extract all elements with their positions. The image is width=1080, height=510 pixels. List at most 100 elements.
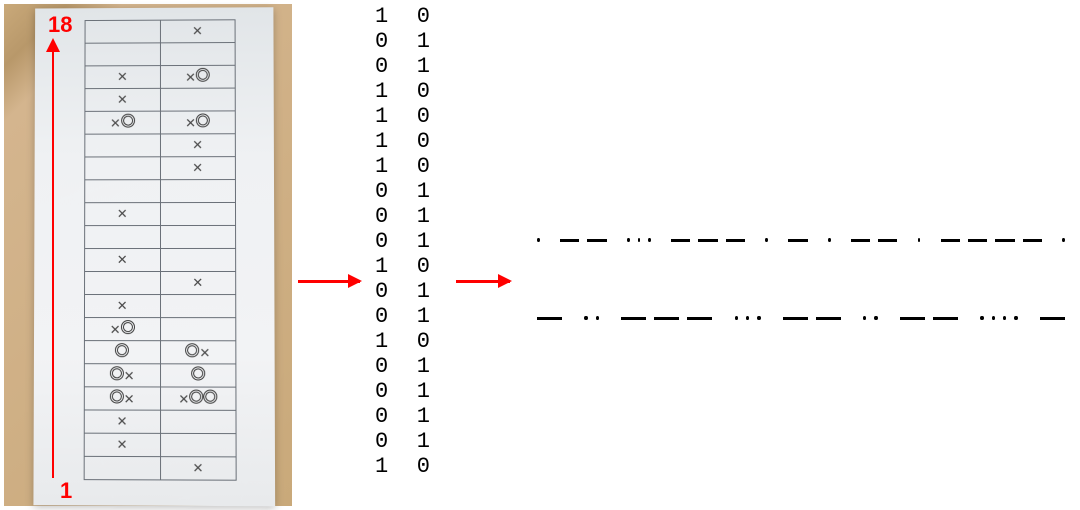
morse-dash-icon bbox=[851, 239, 870, 242]
grid-cell bbox=[160, 364, 236, 387]
grid-cell bbox=[85, 134, 160, 157]
binary-row: 01 bbox=[375, 354, 430, 379]
grid-cell bbox=[84, 456, 160, 480]
binary-row: 01 bbox=[375, 29, 430, 54]
grid-cell bbox=[160, 43, 235, 66]
scribble-mark-icon bbox=[191, 366, 205, 380]
morse-dash-icon bbox=[726, 239, 745, 242]
binary-row: 01 bbox=[375, 304, 430, 329]
grid-cell: ✕ bbox=[160, 457, 236, 481]
grid-cell: ✕ bbox=[84, 318, 160, 341]
bit: 0 bbox=[375, 179, 389, 204]
morse-dash-icon bbox=[941, 239, 960, 242]
morse-dash-icon bbox=[816, 317, 841, 320]
grid-cell: ✕ bbox=[160, 134, 235, 157]
morse-dot-icon bbox=[828, 238, 831, 242]
morse-dot-icon bbox=[596, 316, 599, 320]
scribble-mark-icon bbox=[196, 68, 210, 82]
morse-dot-icon bbox=[584, 316, 587, 320]
binary-row: 10 bbox=[375, 154, 430, 179]
bit: 1 bbox=[375, 329, 389, 354]
bit: 0 bbox=[375, 29, 389, 54]
x-mark-icon: ✕ bbox=[117, 92, 128, 108]
x-mark-icon: ✕ bbox=[178, 392, 189, 408]
binary-row: 10 bbox=[375, 329, 430, 354]
morse-dash-icon bbox=[788, 239, 807, 242]
bit: 0 bbox=[417, 129, 431, 154]
x-mark-icon: ✕ bbox=[117, 414, 128, 430]
morse-dot-icon bbox=[863, 316, 866, 320]
paper-sheet: ✕✕✕✕✕✕✕✕✕✕✕✕✕✕✕✕✕✕✕✕ bbox=[33, 7, 275, 506]
grid-cell bbox=[85, 157, 160, 180]
grid-cell bbox=[84, 341, 160, 364]
grid-cell bbox=[85, 43, 160, 66]
bit: 1 bbox=[375, 129, 389, 154]
morse-dot-icon bbox=[648, 238, 651, 242]
binary-row: 01 bbox=[375, 404, 430, 429]
x-mark-icon: ✕ bbox=[199, 345, 210, 361]
bit: 1 bbox=[375, 454, 389, 479]
photo-area: ✕✕✕✕✕✕✕✕✕✕✕✕✕✕✕✕✕✕✕✕ 18 1 bbox=[4, 4, 292, 506]
morse-area bbox=[536, 230, 1066, 386]
binary-row: 01 bbox=[375, 229, 430, 254]
bit: 0 bbox=[417, 79, 431, 104]
x-mark-icon: ✕ bbox=[117, 298, 128, 314]
bit: 1 bbox=[417, 29, 431, 54]
scribble-mark-icon bbox=[110, 366, 124, 380]
bit: 1 bbox=[375, 254, 389, 279]
grid-cell: ✕ bbox=[160, 341, 236, 364]
morse-dash-icon bbox=[687, 317, 712, 320]
bit: 0 bbox=[375, 54, 389, 79]
morse-dash-icon bbox=[995, 239, 1014, 242]
binary-row: 01 bbox=[375, 279, 430, 304]
bit: 0 bbox=[375, 229, 389, 254]
morse-dash-icon bbox=[621, 317, 646, 320]
morse-dash-icon bbox=[537, 317, 562, 320]
morse-dot-icon bbox=[918, 238, 921, 242]
grid-cell: ✕ bbox=[160, 157, 235, 180]
tally-grid: ✕✕✕✕✕✕✕✕✕✕✕✕✕✕✕✕✕✕✕✕ bbox=[84, 19, 237, 480]
grid-cell: ✕ bbox=[160, 20, 235, 43]
grid-cell: ✕ bbox=[85, 248, 160, 271]
bit: 1 bbox=[375, 154, 389, 179]
morse-dash-icon bbox=[878, 239, 897, 242]
x-mark-icon: ✕ bbox=[117, 69, 128, 85]
binary-row: 01 bbox=[375, 179, 430, 204]
grid-cell: ✕ bbox=[84, 433, 160, 456]
morse-dot-icon bbox=[735, 316, 738, 320]
label-top: 18 bbox=[48, 12, 72, 38]
morse-dash-icon bbox=[968, 239, 987, 242]
morse-line-2 bbox=[536, 308, 1066, 328]
bit: 0 bbox=[375, 279, 389, 304]
scribble-mark-icon bbox=[121, 114, 135, 128]
grid-cell: ✕ bbox=[85, 203, 160, 226]
grid-cell bbox=[160, 318, 236, 341]
grid-cell bbox=[160, 202, 236, 225]
grid-cell bbox=[160, 225, 236, 248]
x-mark-icon: ✕ bbox=[193, 460, 204, 476]
grid-cell: ✕ bbox=[160, 271, 236, 294]
bit: 1 bbox=[375, 4, 389, 29]
vertical-arrow-icon bbox=[52, 40, 54, 478]
binary-row: 10 bbox=[375, 454, 430, 479]
bit: 1 bbox=[375, 79, 389, 104]
bit: 1 bbox=[417, 304, 431, 329]
morse-line-1 bbox=[536, 230, 1066, 250]
grid-cell: ✕ bbox=[85, 111, 160, 134]
x-mark-icon: ✕ bbox=[192, 275, 203, 291]
scribble-mark-icon bbox=[185, 343, 199, 357]
morse-dash-icon bbox=[783, 317, 808, 320]
scribble-mark-icon bbox=[110, 389, 124, 403]
morse-dot-icon bbox=[992, 316, 995, 320]
bit: 1 bbox=[375, 104, 389, 129]
bit: 1 bbox=[417, 379, 431, 404]
morse-dot-icon bbox=[1062, 238, 1065, 242]
bit: 0 bbox=[375, 354, 389, 379]
bit: 0 bbox=[375, 304, 389, 329]
grid-cell: ✕ bbox=[160, 111, 235, 134]
x-mark-icon: ✕ bbox=[117, 252, 128, 268]
grid-cell: ✕ bbox=[84, 387, 160, 410]
bit: 0 bbox=[417, 104, 431, 129]
bit: 0 bbox=[375, 379, 389, 404]
morse-dot-icon bbox=[980, 316, 983, 320]
